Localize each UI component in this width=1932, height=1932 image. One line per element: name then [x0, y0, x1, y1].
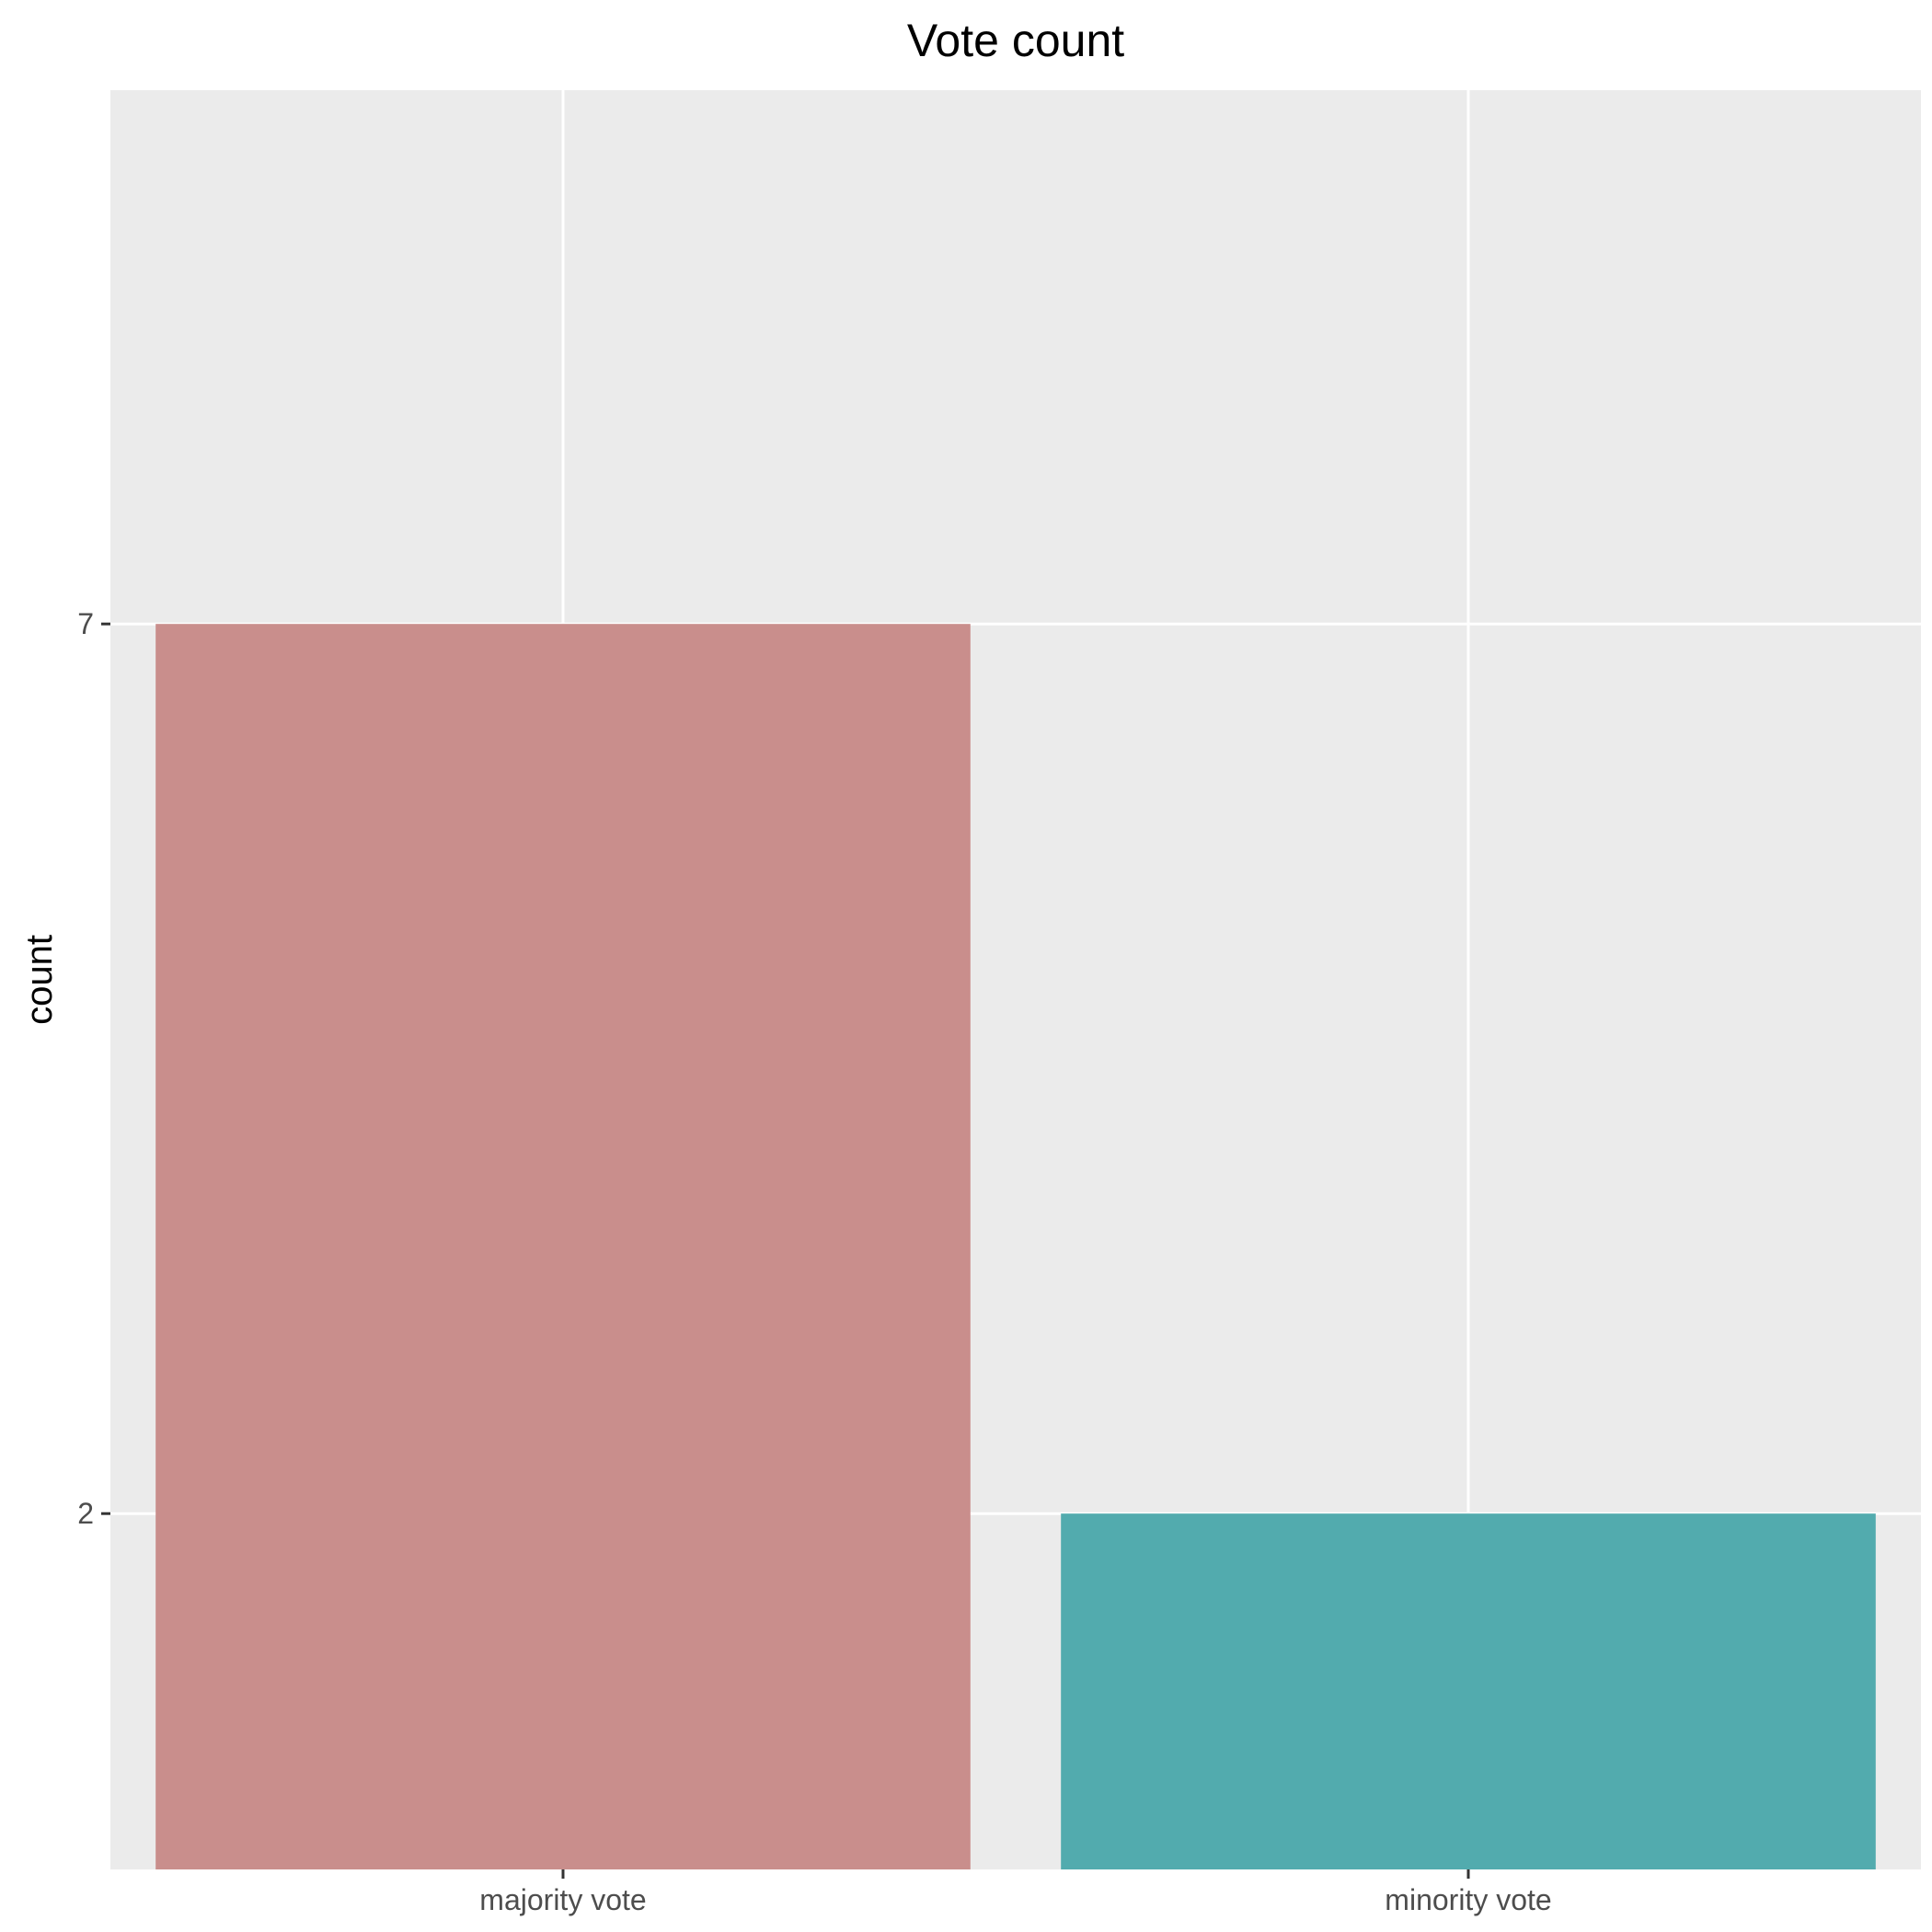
bar-majority-vote [155, 624, 971, 1870]
bar-minority-vote [1061, 1513, 1876, 1869]
x-tick-label: minority vote [1385, 1883, 1551, 1916]
y-axis: 27 [77, 607, 110, 1530]
x-axis: majority vote minority vote [479, 1869, 1552, 1916]
y-axis-title: count [19, 935, 60, 1025]
y-tick-label: 2 [77, 1497, 94, 1530]
x-tick-label: majority vote [479, 1883, 646, 1916]
chart-title: Vote count [907, 15, 1124, 66]
y-tick-label: 7 [77, 607, 94, 640]
bars [155, 624, 1876, 1870]
